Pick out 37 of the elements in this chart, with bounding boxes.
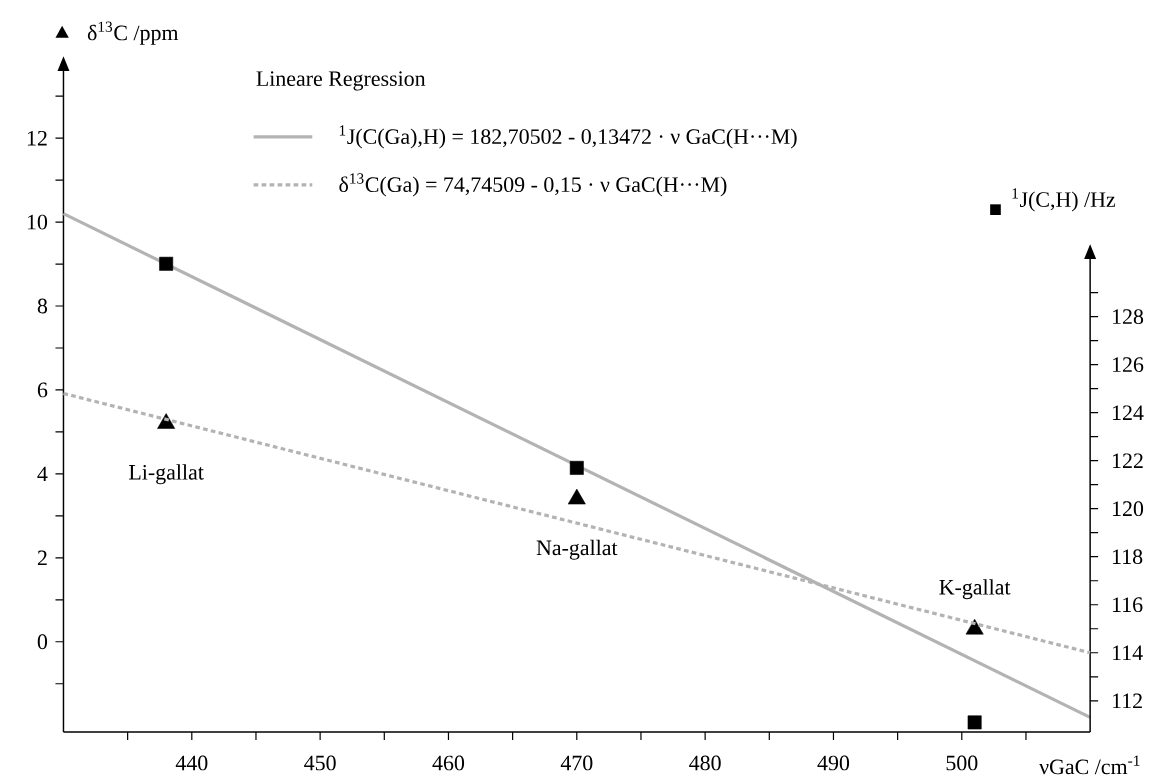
y-tick-label: 2 (37, 550, 47, 566)
y2-tick-label: 126 (1112, 357, 1144, 372)
x-tick-label: 460 (432, 755, 465, 771)
y-tick-label: 4 (37, 466, 48, 482)
x-tick-label: 480 (689, 755, 721, 771)
y-tick-label: 8 (37, 298, 48, 314)
point (967, 715, 982, 730)
x-tick-label: 500 (946, 755, 978, 771)
y2-tick-label: 112 (1112, 693, 1142, 709)
point (569, 460, 584, 475)
x-tick-label: 440 (175, 755, 208, 771)
y-tick-label: 10 (27, 214, 48, 230)
y2-tick-label: 122 (1112, 453, 1143, 468)
y2-tick-label: 124 (1112, 405, 1144, 420)
y2-axis-title: $^{1}$J(C,H) /Hz (1012, 188, 1116, 212)
y-tick-label: 0 (37, 634, 48, 650)
legend-label: $^{1}$J(C(Ga),H) = 182,70502 - 0,13472 · ν GaC(H···M) (339, 125, 797, 149)
x-axis-title: νGaC /cm$^{-1}$ (1039, 755, 1140, 775)
x-tick-label: 450 (304, 755, 336, 771)
y2-tick-label: 120 (1112, 501, 1144, 517)
annotation: Na-gallat (536, 539, 618, 560)
y2-tick-label: 116 (1112, 597, 1143, 613)
legend-label: δ$^{13}$C(Ga) = 74,74509 - 0,15 · ν GaC(H···M) (339, 173, 727, 197)
y-axis-title: δ$^{13}$C /ppm (87, 21, 179, 45)
y2-tick-label: 114 (1112, 645, 1143, 660)
x-tick-label: 470 (560, 755, 593, 771)
y-tick-label: 12 (27, 130, 47, 146)
annotation: K-gallat (939, 579, 1011, 600)
point (159, 256, 174, 271)
x-tick-label: 490 (817, 755, 850, 771)
y2-tick-label: 118 (1112, 549, 1143, 565)
point (567, 488, 586, 505)
annotation: Li-gallat (129, 464, 204, 485)
y2-tick-label: 128 (1112, 309, 1144, 325)
legend-title: Lineare Regression (256, 71, 426, 91)
y-tick-label: 6 (37, 382, 48, 398)
point (965, 618, 984, 635)
